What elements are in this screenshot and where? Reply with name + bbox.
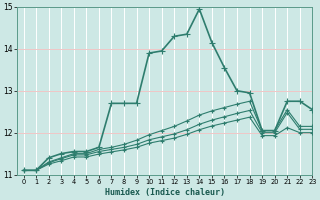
X-axis label: Humidex (Indice chaleur): Humidex (Indice chaleur)	[105, 188, 225, 197]
